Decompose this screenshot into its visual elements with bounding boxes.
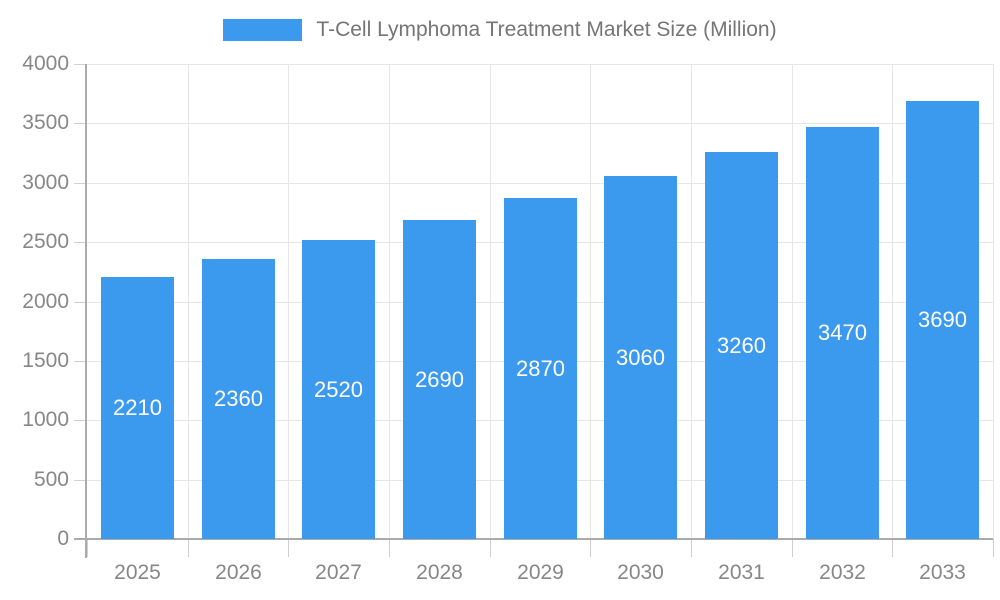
bar[interactable]: 2210 [101, 277, 174, 539]
x-tick-label: 2032 [819, 561, 866, 584]
y-tick-label: 2500 [22, 230, 69, 253]
y-axis-tick [74, 64, 87, 65]
gridline-vertical [892, 64, 893, 539]
y-axis-tick [74, 123, 87, 124]
y-axis-line [85, 64, 87, 558]
bar[interactable]: 3060 [604, 176, 677, 539]
y-axis-tick [74, 242, 87, 243]
gridline-vertical [590, 64, 591, 539]
x-tick-label: 2025 [114, 561, 161, 584]
bar-value-label: 2520 [314, 376, 363, 402]
y-tick-label: 3000 [22, 171, 69, 194]
legend-label: T-Cell Lymphoma Treatment Market Size (M… [316, 18, 777, 41]
x-tick-label: 2031 [718, 561, 765, 584]
bar[interactable]: 2870 [504, 198, 577, 539]
y-tick-label: 4000 [22, 52, 69, 75]
y-axis-tick [74, 302, 87, 303]
y-tick-label: 0 [57, 527, 69, 550]
bar-value-label: 3690 [918, 307, 967, 332]
x-axis-tick [691, 539, 692, 557]
bar-value-label: 2690 [415, 366, 464, 392]
y-tick-label: 3500 [22, 111, 69, 134]
gridline-vertical [792, 64, 793, 539]
gridline-horizontal [87, 64, 993, 65]
gridline-vertical [288, 64, 289, 539]
x-axis-line [74, 538, 993, 540]
bar[interactable]: 2360 [202, 259, 275, 539]
y-axis-tick [74, 183, 87, 184]
x-tick-label: 2028 [416, 561, 463, 584]
gridline-vertical [993, 64, 994, 539]
chart-legend: T-Cell Lymphoma Treatment Market Size (M… [0, 17, 1000, 43]
gridline-horizontal [87, 123, 993, 124]
x-axis-tick [993, 539, 994, 557]
bar-value-label: 2210 [113, 395, 162, 420]
bar-value-label: 3470 [818, 320, 867, 345]
gridline-horizontal [87, 183, 993, 184]
bar-value-label: 3260 [717, 332, 766, 358]
x-tick-label: 2029 [517, 561, 564, 584]
bar-value-label: 2360 [214, 386, 263, 411]
x-axis-tick [590, 539, 591, 557]
bar-value-label: 3060 [616, 344, 665, 370]
x-axis-tick [188, 539, 189, 557]
bar[interactable]: 3690 [906, 101, 979, 539]
y-axis-tick [74, 420, 87, 421]
gridline-vertical [691, 64, 692, 539]
bar[interactable]: 2690 [403, 220, 476, 539]
x-tick-label: 2033 [919, 561, 966, 584]
y-tick-label: 1500 [22, 349, 69, 372]
legend-swatch [223, 19, 303, 41]
gridline-vertical [490, 64, 491, 539]
x-axis-tick [389, 539, 390, 557]
bar-value-label: 2870 [516, 355, 565, 381]
x-axis-tick [87, 539, 88, 557]
x-axis-tick [288, 539, 289, 557]
x-tick-label: 2026 [215, 561, 262, 584]
y-axis-tick [74, 480, 87, 481]
y-tick-label: 2000 [22, 290, 69, 313]
x-axis-tick [892, 539, 893, 557]
bar[interactable]: 3470 [806, 127, 879, 539]
y-tick-label: 1000 [22, 408, 69, 431]
x-tick-label: 2027 [315, 561, 362, 584]
legend-item[interactable]: T-Cell Lymphoma Treatment Market Size (M… [223, 17, 777, 43]
bar[interactable]: 3260 [705, 152, 778, 539]
gridline-vertical [389, 64, 390, 539]
bar[interactable]: 2520 [302, 240, 375, 539]
y-axis-tick [74, 361, 87, 362]
x-axis-tick [792, 539, 793, 557]
y-tick-label: 500 [33, 468, 69, 491]
x-axis-tick [490, 539, 491, 557]
x-tick-label: 2030 [617, 561, 664, 584]
gridline-vertical [188, 64, 189, 539]
